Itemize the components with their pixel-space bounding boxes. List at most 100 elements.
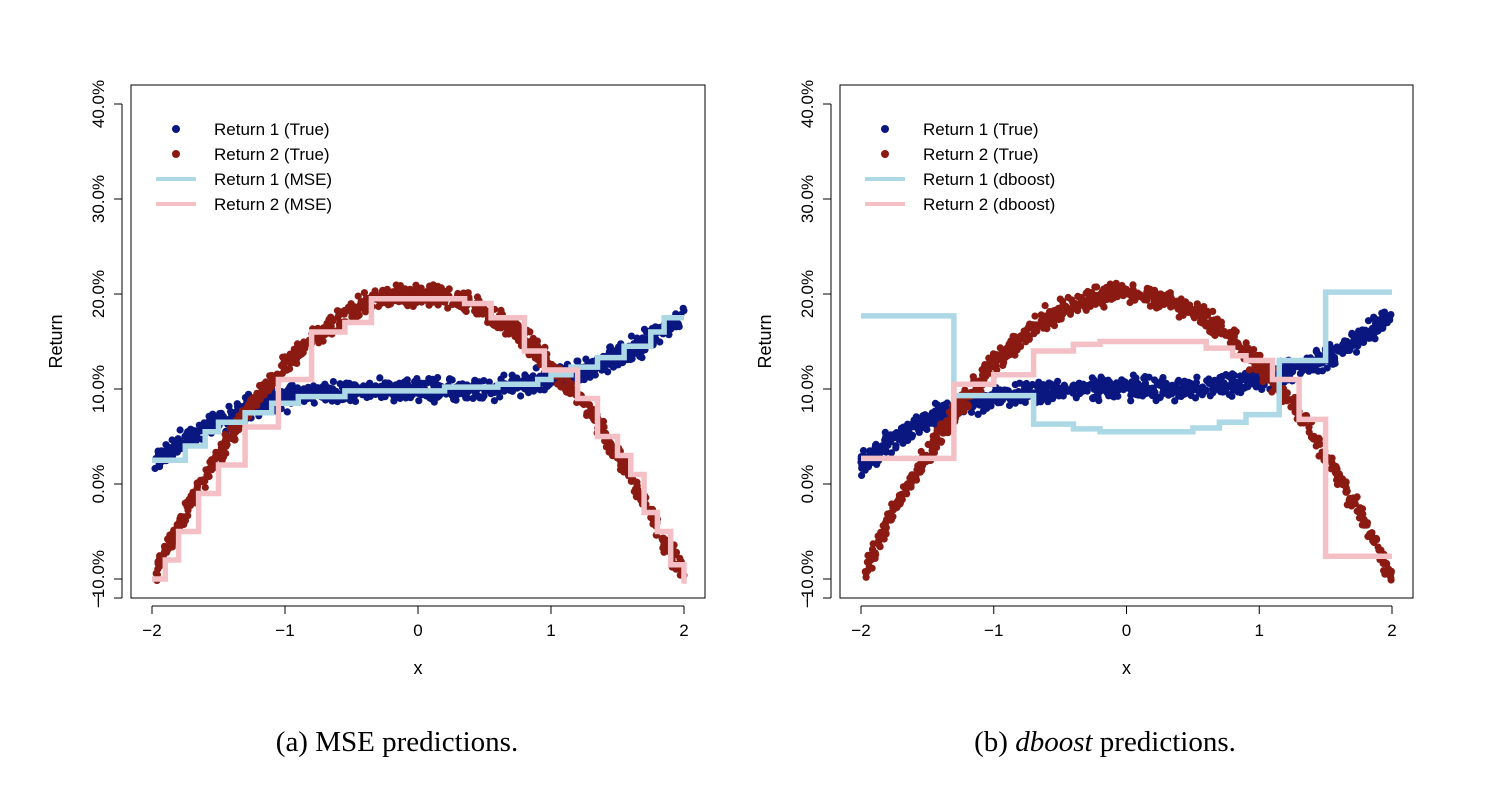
data-point bbox=[187, 427, 195, 435]
legend-label: Return 2 (True) bbox=[214, 145, 330, 164]
data-point bbox=[967, 408, 976, 416]
data-point bbox=[930, 412, 938, 420]
data-point bbox=[1037, 311, 1045, 319]
data-point bbox=[1370, 329, 1378, 337]
data-point bbox=[1198, 305, 1206, 313]
data-point bbox=[176, 426, 184, 434]
data-point bbox=[1339, 349, 1347, 357]
data-point bbox=[1364, 317, 1373, 325]
data-point bbox=[633, 478, 641, 486]
data-point bbox=[1294, 363, 1302, 371]
data-point bbox=[1243, 381, 1252, 389]
y-tick-label: 0.0% bbox=[798, 465, 817, 504]
data-point bbox=[1358, 505, 1367, 513]
data-point bbox=[1361, 326, 1369, 334]
data-point bbox=[943, 418, 951, 426]
data-point bbox=[887, 449, 896, 457]
data-point bbox=[606, 343, 614, 351]
data-point bbox=[1353, 493, 1361, 501]
data-point bbox=[1370, 538, 1378, 547]
data-point bbox=[928, 448, 937, 456]
return1-prediction-line bbox=[152, 315, 684, 464]
data-point bbox=[1228, 370, 1236, 378]
data-point bbox=[1153, 290, 1162, 298]
data-point bbox=[896, 500, 904, 508]
data-point bbox=[214, 449, 222, 457]
data-point bbox=[329, 317, 337, 325]
data-point bbox=[858, 471, 866, 479]
data-point bbox=[582, 355, 590, 363]
data-point bbox=[1055, 392, 1063, 400]
data-point bbox=[640, 337, 649, 345]
data-point bbox=[1049, 395, 1057, 403]
legend-label: Return 2 (MSE) bbox=[214, 195, 332, 214]
data-point bbox=[1020, 327, 1028, 335]
panel-caption: (a) MSE predictions. bbox=[276, 726, 518, 758]
data-point bbox=[1116, 285, 1124, 293]
data-point bbox=[162, 545, 170, 554]
x-axis: −2 −1 0 1 2 x bbox=[851, 605, 1397, 678]
data-point bbox=[402, 394, 410, 402]
data-point bbox=[1025, 335, 1033, 343]
data-point bbox=[496, 393, 504, 401]
data-point bbox=[195, 421, 203, 429]
data-point bbox=[414, 289, 422, 297]
data-point bbox=[1075, 303, 1083, 311]
data-point bbox=[1225, 391, 1233, 399]
data-point bbox=[936, 420, 945, 428]
data-point bbox=[446, 375, 454, 383]
data-point bbox=[1035, 378, 1043, 386]
data-point bbox=[168, 436, 176, 444]
y-axis: −−10.0% 0.0% 10.0% 20.0% 30.0% 40.0% Return bbox=[755, 80, 832, 608]
data-point bbox=[488, 320, 496, 328]
data-point bbox=[199, 476, 207, 484]
data-point bbox=[1360, 516, 1368, 524]
data-point bbox=[288, 381, 296, 389]
data-point bbox=[1158, 379, 1166, 387]
data-point bbox=[344, 303, 352, 311]
data-point bbox=[193, 479, 201, 487]
y-tick-label: 30.0% bbox=[89, 175, 108, 223]
data-point bbox=[349, 309, 357, 317]
data-point bbox=[934, 401, 942, 409]
data-point bbox=[292, 349, 301, 357]
data-point bbox=[415, 397, 423, 405]
data-point bbox=[1023, 382, 1031, 390]
data-point bbox=[431, 394, 440, 402]
data-point bbox=[381, 393, 389, 401]
data-point bbox=[1129, 285, 1137, 293]
legend-dot-return1 bbox=[881, 125, 889, 133]
data-point bbox=[627, 332, 636, 340]
data-point bbox=[999, 358, 1008, 366]
data-point bbox=[293, 340, 302, 348]
data-point bbox=[164, 535, 172, 543]
data-point bbox=[1171, 397, 1179, 405]
return1-prediction-line bbox=[861, 289, 1392, 435]
data-point bbox=[281, 353, 289, 361]
data-point bbox=[209, 464, 218, 472]
data-point bbox=[1360, 521, 1368, 529]
data-point bbox=[916, 468, 925, 476]
data-point bbox=[633, 334, 641, 342]
data-point bbox=[1333, 480, 1342, 489]
caption-suffix: predictions. bbox=[375, 726, 518, 758]
data-point bbox=[996, 344, 1004, 352]
data-point bbox=[866, 447, 874, 455]
data-point bbox=[1226, 328, 1234, 337]
data-point bbox=[1077, 294, 1085, 302]
data-point bbox=[1111, 290, 1119, 298]
data-point bbox=[1359, 510, 1367, 518]
y-tick-label: 10.0% bbox=[798, 365, 817, 413]
data-point bbox=[587, 409, 595, 417]
data-point bbox=[1067, 307, 1075, 315]
data-point bbox=[1101, 291, 1109, 299]
data-point bbox=[490, 388, 498, 397]
data-point bbox=[1166, 297, 1174, 305]
data-point bbox=[607, 441, 615, 449]
data-point bbox=[392, 281, 400, 289]
data-point bbox=[257, 389, 265, 397]
data-point bbox=[529, 372, 537, 380]
y-tick-label: 20.0% bbox=[798, 270, 817, 318]
panel-b: −2 −1 0 1 2 x −−10.0% 0.0% 10.0% 20.0% 30.0% 40.0% R… bbox=[755, 80, 1414, 758]
data-point bbox=[471, 388, 479, 396]
